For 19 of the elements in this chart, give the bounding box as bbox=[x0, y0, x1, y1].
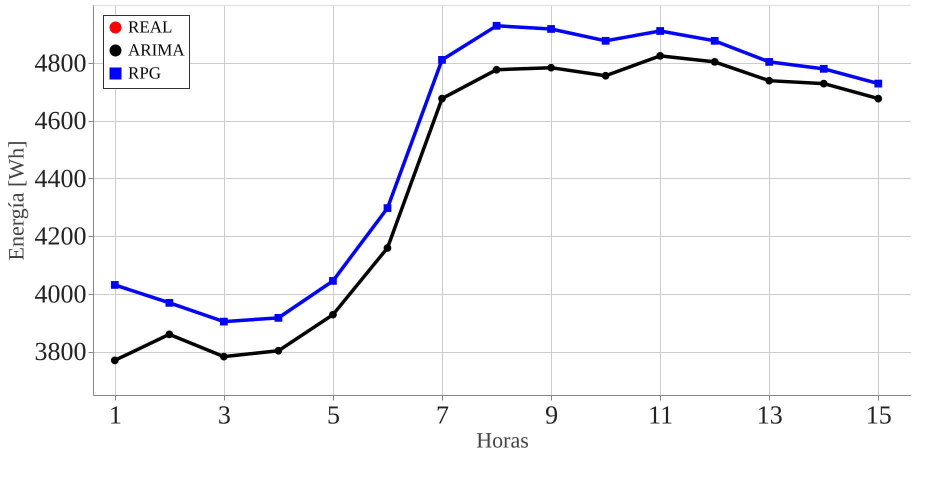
y-tick-label: 4200 bbox=[34, 222, 86, 251]
x-axis-title: Horas bbox=[476, 428, 529, 452]
x-tick-label: 15 bbox=[866, 400, 892, 430]
legend-label: ARIMA bbox=[128, 40, 186, 60]
x-tick-label: 9 bbox=[545, 400, 558, 430]
x-tick-label: 7 bbox=[436, 400, 450, 430]
x-tick-label: 1 bbox=[108, 400, 122, 430]
x-tick-label: 3 bbox=[218, 400, 231, 430]
y-tick-label: 4400 bbox=[34, 164, 86, 193]
y-tick-label: 4000 bbox=[34, 279, 86, 308]
x-tick-label: 11 bbox=[648, 400, 674, 430]
y-axis-title: Energía [Wh] bbox=[4, 140, 28, 260]
x-tick-label: 5 bbox=[326, 400, 340, 430]
y-tick-label: 3800 bbox=[34, 337, 86, 366]
legend-label: RPG bbox=[128, 64, 162, 82]
legend-label: REAL bbox=[128, 18, 172, 36]
x-tick-label: 13 bbox=[756, 400, 783, 430]
y-tick-label: 4600 bbox=[34, 106, 86, 136]
y-tick-label: 4800 bbox=[34, 48, 86, 78]
